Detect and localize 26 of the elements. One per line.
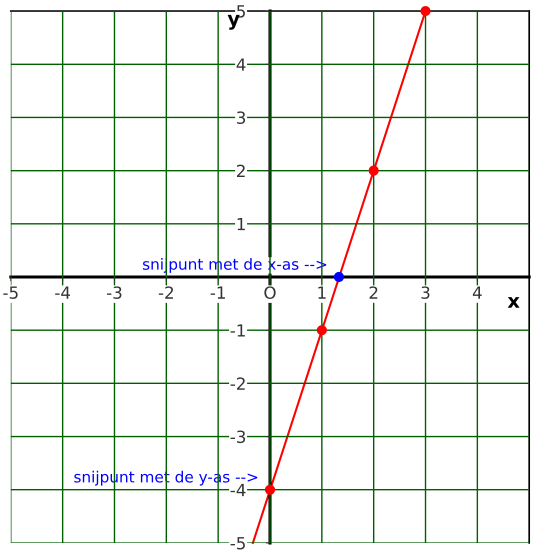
point bbox=[420, 6, 431, 16]
x-tick-label: 4 bbox=[472, 286, 482, 299]
x-tick-label: 2 bbox=[370, 286, 378, 299]
x-tick-label: 3 bbox=[421, 286, 430, 299]
x-tick-label: -5 bbox=[3, 286, 18, 299]
point bbox=[368, 166, 379, 176]
y-axis-title: y bbox=[228, 14, 240, 30]
x-tick-label: -4 bbox=[55, 286, 70, 299]
x-tick-label: -2 bbox=[158, 286, 173, 299]
x-tick-label: O bbox=[264, 286, 276, 299]
x-tick-label: -1 bbox=[210, 286, 225, 299]
y-tick-label: -3 bbox=[230, 430, 246, 444]
y-tick-label: -2 bbox=[230, 377, 245, 390]
x-axis-title: x bbox=[508, 297, 520, 308]
y-tick-label: 3 bbox=[237, 111, 246, 124]
x-tick-label: 1 bbox=[318, 286, 326, 299]
y-tick-label: 4 bbox=[236, 58, 246, 71]
y-tick-label: 2 bbox=[237, 164, 245, 177]
y-tick-label: -5 bbox=[230, 537, 245, 550]
y-tick-label: -4 bbox=[230, 484, 246, 496]
point bbox=[264, 484, 276, 495]
x-tick-label: -3 bbox=[106, 286, 122, 299]
point bbox=[334, 272, 344, 282]
y-tick-label: -1 bbox=[230, 324, 245, 337]
point bbox=[316, 325, 327, 336]
y-tick-label: 1 bbox=[238, 218, 245, 230]
